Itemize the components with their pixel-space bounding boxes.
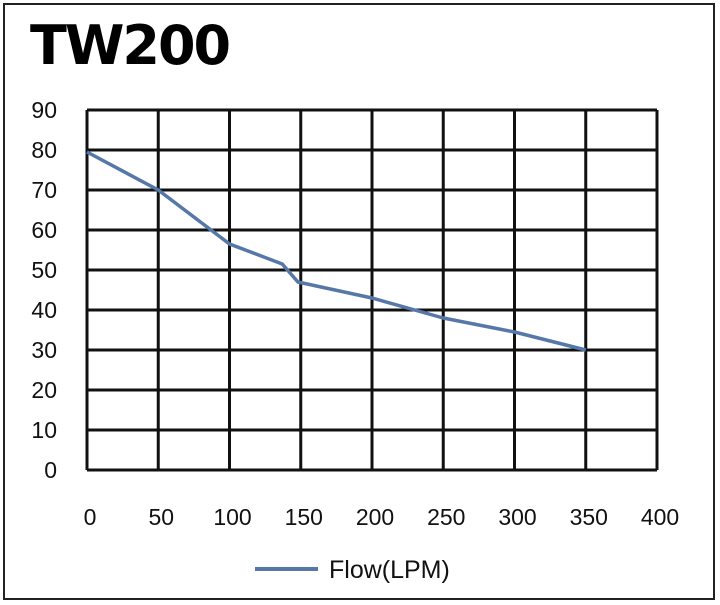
x-tick-label: 300 (498, 504, 536, 530)
grid-lines (85, 108, 659, 472)
y-tick-label: 30 (31, 337, 57, 363)
series-line (86, 150, 587, 352)
x-tick-label: 150 (285, 504, 323, 530)
y-tick-label: 10 (31, 417, 57, 443)
x-tick-label: 250 (427, 504, 465, 530)
y-axis-ticks: 0 10 20 30 40 50 60 70 80 90 (31, 97, 57, 483)
y-tick-label: 50 (31, 257, 57, 283)
x-tick-label: 200 (356, 504, 394, 530)
chart-frame (3, 3, 715, 600)
x-tick-label: 50 (148, 504, 174, 530)
y-tick-label: 0 (44, 457, 57, 483)
legend: Flow(LPM) (255, 556, 450, 584)
x-tick-label: 100 (213, 504, 251, 530)
y-tick-label: 90 (31, 97, 57, 123)
chart-title: TW200 (30, 14, 231, 77)
x-tick-label: 0 (84, 504, 97, 530)
y-tick-label: 20 (31, 377, 57, 403)
x-axis-ticks: 0 50 100 150 200 250 300 350 400 (84, 504, 680, 530)
y-tick-label: 70 (31, 177, 57, 203)
x-tick-label: 400 (641, 504, 679, 530)
y-tick-label: 40 (31, 297, 57, 323)
x-tick-label: 350 (570, 504, 608, 530)
y-tick-label: 60 (31, 217, 57, 243)
legend-label: Flow(LPM) (329, 556, 450, 584)
series-layer (86, 150, 587, 352)
y-tick-label: 80 (31, 137, 57, 163)
